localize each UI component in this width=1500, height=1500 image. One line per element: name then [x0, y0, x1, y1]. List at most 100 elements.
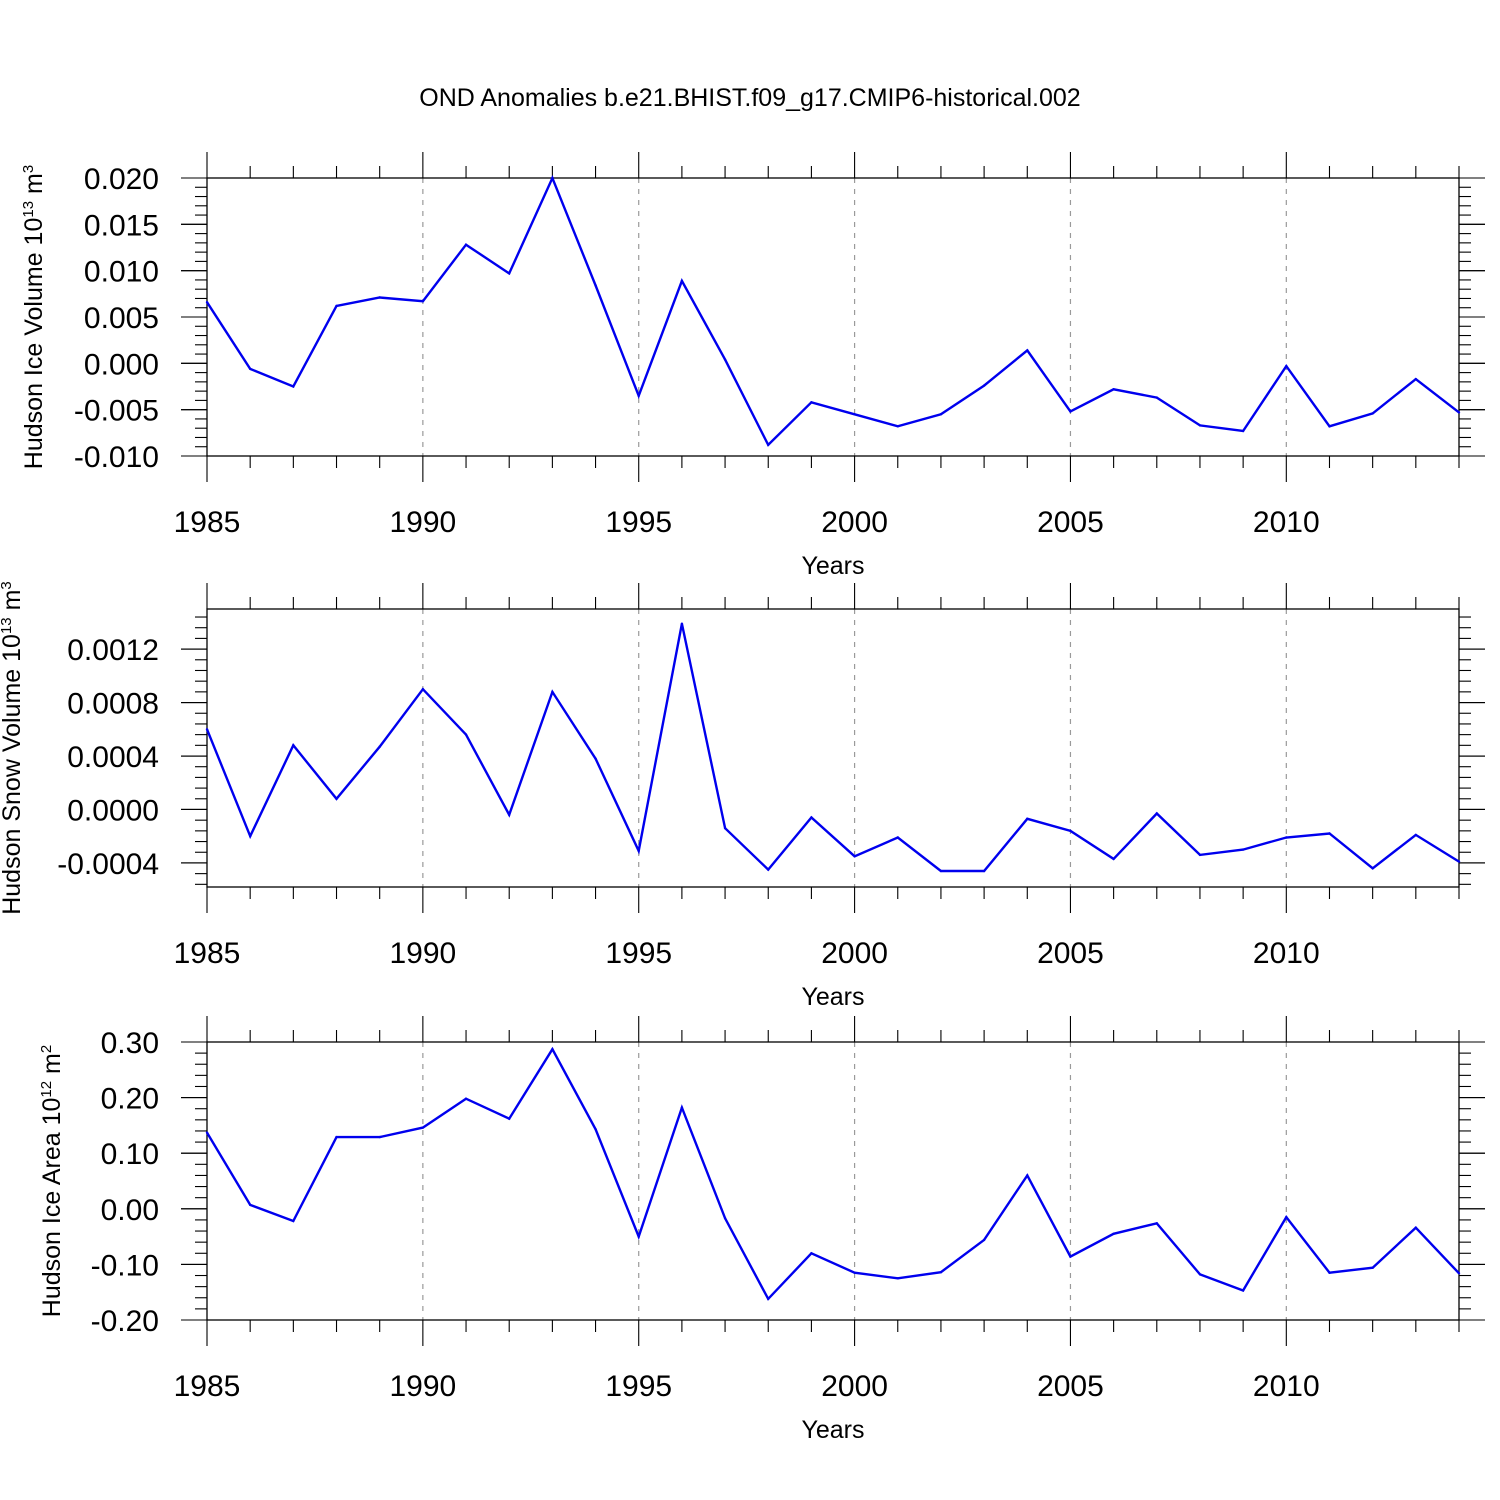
- x-tick-label: 1990: [389, 937, 456, 970]
- data-point: [723, 827, 727, 830]
- y-tick-label: 0.0004: [67, 741, 159, 774]
- data-point: [205, 301, 209, 304]
- data-point: [1328, 832, 1331, 835]
- data-point: [1112, 857, 1115, 861]
- data-point: [1026, 817, 1029, 820]
- data-point: [508, 813, 511, 816]
- x-tick-label: 2000: [821, 1370, 888, 1403]
- x-tick-label: 1985: [174, 937, 241, 970]
- data-point: [1241, 848, 1245, 851]
- data-point: [464, 1097, 468, 1100]
- y-tick-label: 0.10: [101, 1138, 159, 1171]
- data-point: [1371, 1266, 1374, 1269]
- panels: 0.020 0.015 0.010 0.005 0.000 -0.005 -0.010 198…: [0, 152, 1485, 1444]
- data-point: [1371, 412, 1374, 415]
- data-point: [205, 728, 209, 731]
- data-point: [421, 300, 425, 303]
- data-point: [1112, 388, 1115, 391]
- data-point: [1069, 829, 1072, 833]
- figure-title: OND Anomalies b.e21.BHIST.f09_g17.CMIP6-…: [419, 84, 1080, 112]
- data-point: [249, 835, 252, 838]
- data-point: [292, 744, 295, 747]
- x-tick-label: 1995: [605, 937, 672, 970]
- data-point: [335, 1135, 338, 1139]
- series-line: [205, 1046, 1460, 1301]
- y-tick-label: 0.00: [101, 1194, 159, 1227]
- y-tick-label: -0.20: [91, 1305, 159, 1338]
- data-point: [767, 1297, 770, 1301]
- x-tick-label: 2010: [1253, 937, 1320, 970]
- y-tick-label: 0.000: [84, 348, 159, 381]
- data-point: [551, 1048, 554, 1051]
- data-point: [1241, 1289, 1245, 1292]
- y-tick-label: 0.005: [84, 302, 159, 335]
- data-point: [1241, 429, 1245, 433]
- data-point: [853, 1271, 856, 1274]
- x-tick-label: 2000: [821, 506, 888, 539]
- data-point: [292, 385, 295, 388]
- y-tick-label: 0.0000: [67, 794, 159, 827]
- chart-panel-1: 0.020 0.015 0.010 0.005 0.000 -0.005 -0.010 198…: [20, 152, 1485, 580]
- data-point: [464, 243, 468, 246]
- plot-frame: [206, 608, 1460, 888]
- y-tick-label: 0.20: [101, 1083, 159, 1116]
- data-point: [1285, 1215, 1288, 1219]
- x-tick-label: 1990: [389, 506, 456, 539]
- data-point: [421, 688, 425, 691]
- data-point: [594, 284, 597, 287]
- data-point: [680, 1106, 684, 1109]
- data-point: [1155, 812, 1159, 815]
- x-tick-label: 2005: [1037, 1370, 1104, 1403]
- x-tick-label: 1990: [389, 1370, 456, 1403]
- data-point: [1285, 836, 1288, 839]
- data-point: [1112, 1232, 1115, 1236]
- data-point: [508, 272, 511, 275]
- series-line: [205, 174, 1460, 447]
- y-axis-title: Hudson Ice Volume 1013 m3: [20, 165, 48, 469]
- data-point: [939, 413, 943, 416]
- x-tick-label: 2010: [1253, 1370, 1320, 1403]
- data-point: [335, 797, 338, 800]
- data-point: [1198, 424, 1202, 427]
- data-point: [1155, 1222, 1159, 1225]
- y-tick-label: 0.0008: [67, 688, 159, 721]
- x-axis-title: Years: [801, 983, 864, 1011]
- data-point: [810, 816, 813, 819]
- data-point: [1414, 1226, 1418, 1229]
- data-point: [939, 1271, 943, 1274]
- data-point: [1328, 425, 1331, 428]
- data-point: [810, 1252, 813, 1255]
- x-tick-label: 1985: [174, 1370, 241, 1403]
- data-point: [637, 849, 640, 853]
- y-tick-label: 0.010: [84, 256, 159, 289]
- plot-frame: [206, 177, 1460, 457]
- x-axis-title: Years: [801, 1416, 864, 1444]
- x-tick-label: 2000: [821, 937, 888, 970]
- data-point: [982, 869, 986, 873]
- data-point: [1026, 1174, 1029, 1177]
- x-tick-label: 2005: [1037, 506, 1104, 539]
- data-point: [1457, 860, 1461, 863]
- data-point: [896, 425, 899, 428]
- data-point: [249, 1203, 252, 1207]
- data-point: [1328, 1271, 1331, 1274]
- data-point: [1069, 1255, 1072, 1258]
- data-point: [1069, 410, 1072, 413]
- data-point: [637, 394, 640, 397]
- series-line: [205, 623, 1460, 873]
- data-point: [1285, 364, 1288, 368]
- y-tick-label: -0.005: [74, 395, 159, 428]
- y-axis-title: Hudson Snow Volume 1013 m3: [0, 581, 26, 915]
- data-point: [1457, 1272, 1461, 1275]
- data-point: [551, 690, 554, 694]
- y-axis-title: Hudson Ice Area 1012 m2: [38, 1045, 66, 1317]
- data-point: [723, 1217, 727, 1220]
- x-tick-label: 1985: [174, 506, 241, 539]
- chart-panel-2: 0.0012 0.0008 0.0004 0.0000 -0.0004 1985 1990 1…: [0, 581, 1485, 1011]
- data-point: [982, 384, 986, 387]
- data-point: [1198, 1273, 1202, 1276]
- data-point: [594, 757, 597, 760]
- data-point: [508, 1117, 511, 1120]
- data-point: [637, 1235, 640, 1238]
